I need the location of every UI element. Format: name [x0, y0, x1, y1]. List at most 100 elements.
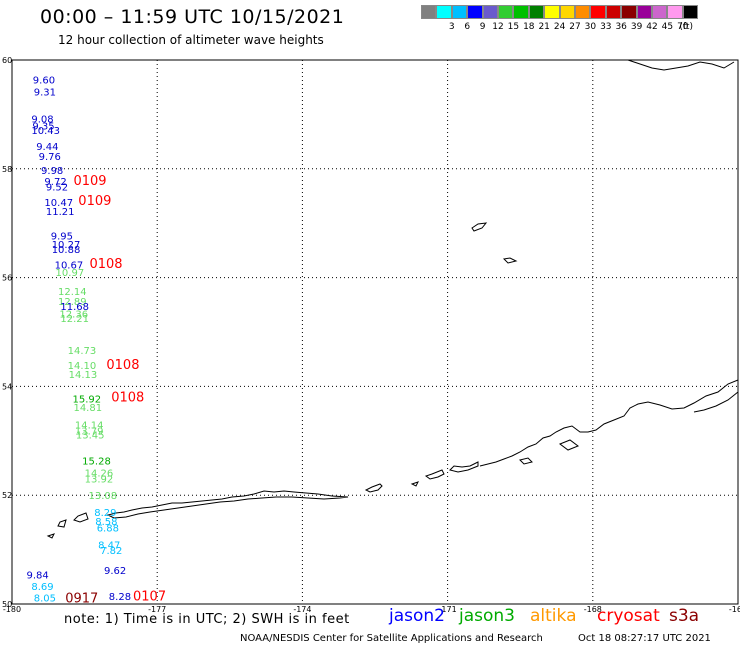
legend-swatch — [682, 5, 699, 19]
wave-height-label: 9.62 — [104, 566, 126, 577]
legend-label: 9 — [479, 22, 486, 32]
wave-height-label: 13.08 — [88, 491, 117, 502]
axis-labels: 60 58 56 54 52 50-180 -177 -174 -171 -168 -165 — [2, 56, 740, 614]
wave-height-label: 10.97 — [56, 268, 85, 279]
lon-tick-label: -180 — [3, 605, 21, 614]
satellite-jason3: jason3 — [459, 606, 515, 626]
wave-height-label: 14.13 — [69, 370, 98, 381]
legend-swatch — [513, 5, 529, 19]
legend-swatch — [498, 5, 514, 19]
legend-swatch — [559, 5, 575, 19]
wave-height-label: 13.45 — [76, 431, 105, 442]
wave-height-label: 14.14 — [75, 420, 104, 431]
pribilof-st-george — [502, 257, 518, 264]
wave-height-label: 9.60 — [33, 75, 55, 86]
wave-height-label: 9.72 — [44, 177, 66, 188]
legend-swatch — [528, 5, 545, 19]
lon-tick-label: -174 — [293, 605, 311, 614]
wave-height-label: 14.26 — [85, 469, 114, 480]
wave-height-label: 11.21 — [46, 207, 75, 218]
pribilof-st-paul — [471, 222, 488, 232]
legend-label: 42 — [646, 22, 658, 32]
wave-height-label: 9.84 — [27, 570, 49, 581]
pass-time-label: 0917 — [65, 591, 98, 606]
kodiak-coast — [693, 391, 739, 413]
wave-height-label: 8.47 — [98, 541, 120, 552]
pass-time-label: 0109 — [78, 194, 111, 209]
sanak-islands — [519, 457, 533, 465]
wave-height-label: 15.28 — [82, 457, 111, 468]
legend-unit: (ft) — [679, 22, 693, 32]
wave-height-label: 12.21 — [60, 314, 89, 325]
attu-island — [57, 519, 67, 528]
legend-label: 27 — [569, 22, 581, 32]
lon-tick-label: -165 — [729, 605, 740, 614]
wave-height-label: 9.08 — [31, 115, 53, 126]
legend-label: 12 — [492, 22, 504, 32]
legend-label: 70 — [677, 22, 689, 32]
wave-height-label: 14.81 — [73, 403, 102, 414]
nunivak-coast — [627, 59, 735, 71]
lon-tick-label: -171 — [439, 605, 457, 614]
page-title: 00:00 – 11:59 UTC 10/15/2021 — [40, 6, 345, 28]
wave-height-label: 9.52 — [46, 183, 68, 194]
wave-height-label: 14.10 — [68, 361, 97, 372]
legend-label: 45 — [661, 22, 674, 32]
andreanof-group — [364, 483, 383, 493]
map-frame — [11, 59, 739, 605]
lat-tick-label: 60 — [2, 56, 12, 65]
wave-height-label: 15.92 — [73, 395, 102, 406]
lon-tick-label: -177 — [148, 605, 166, 614]
alaska-peninsula — [479, 379, 739, 467]
wave-height-label: 13.92 — [85, 475, 114, 486]
wave-height-label: 11.68 — [60, 302, 89, 313]
pass-time-label: 0107 — [133, 590, 166, 605]
legend-label: 36 — [615, 22, 627, 32]
wave-height-label: 12.36 — [59, 309, 88, 320]
wave-height-label: 10.47 — [44, 198, 73, 209]
pass-time-label: 0108 — [89, 257, 122, 272]
wave-height-label: 9.35 — [32, 122, 54, 133]
legend-label: 18 — [523, 22, 535, 32]
page-subtitle: 12 hour collection of altimeter wave hei… — [58, 33, 324, 47]
lat-tick-label: 54 — [2, 382, 12, 391]
pass-time-label: 0109 — [73, 174, 106, 189]
wave-height-label: 10.88 — [52, 245, 81, 256]
legend-label: 33 — [600, 22, 612, 32]
wave-height-label: 8.69 — [31, 582, 53, 593]
wave-height-label: 8.05 — [34, 593, 56, 604]
legend-swatch — [482, 5, 498, 19]
coastline — [46, 59, 739, 539]
wave-height-label: 8.58 — [95, 517, 117, 528]
legend-swatch — [652, 5, 668, 19]
wave-height-label: 8.29 — [94, 508, 116, 519]
islands-of-four-mountains — [410, 481, 419, 487]
wave-height-label: 9.98 — [41, 166, 63, 177]
semichi-islands — [46, 533, 55, 539]
legend-label: 3 — [448, 22, 455, 32]
lon-tick-label: -168 — [584, 605, 602, 614]
legend-label: 39 — [630, 22, 643, 32]
unimak-island — [449, 461, 479, 473]
legend-label: 15 — [507, 22, 520, 32]
generated-timestamp: Oct 18 08:27:17 UTC 2021 — [578, 633, 711, 644]
shumagin-islands — [558, 439, 580, 451]
legend-swatch — [590, 5, 606, 19]
legend-swatch — [667, 5, 683, 19]
legend-swatch — [621, 5, 637, 19]
pass-time-label: 0108 — [106, 358, 139, 373]
wave-height-label: 10.67 — [55, 260, 84, 271]
wave-height-label: 9.31 — [34, 87, 56, 98]
wave-height-label: 9.95 — [51, 232, 73, 243]
legend-swatch — [605, 5, 622, 19]
lat-tick-label: 50 — [2, 600, 12, 609]
rat-islands — [106, 490, 349, 519]
legend-swatch — [544, 5, 560, 19]
wave-height-label: 12.89 — [58, 297, 87, 308]
legend-swatch — [575, 5, 591, 19]
map-grid — [11, 59, 739, 605]
legend-swatch — [436, 5, 452, 19]
credit-line: NOAA/NESDIS Center for Satellite Applica… — [240, 633, 543, 644]
